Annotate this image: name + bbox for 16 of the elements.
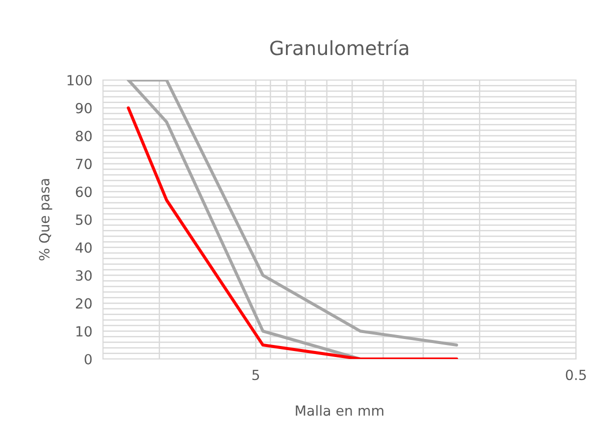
- y-tick-label: 40: [76, 242, 92, 253]
- y-tick-label: 70: [76, 158, 92, 170]
- x-tick-label: 0.5: [566, 370, 586, 380]
- y-tick-label: 90: [76, 102, 92, 114]
- x-axis-title: Malla en mm: [296, 405, 384, 416]
- y-tick-label: 30: [76, 270, 92, 281]
- y-tick-label: 10: [76, 326, 92, 337]
- y-tick-label: 100: [68, 74, 92, 86]
- y-tick-label: 50: [76, 214, 92, 225]
- y-tick-label: 80: [76, 130, 92, 142]
- y-axis-title: % Que pasa: [38, 179, 52, 260]
- y-tick-label: 0: [84, 354, 92, 364]
- y-tick-label: 20: [76, 298, 92, 309]
- chart-title: Granulometría: [270, 39, 408, 56]
- x-tick-label: 5: [252, 370, 259, 380]
- y-tick-label: 60: [76, 186, 92, 198]
